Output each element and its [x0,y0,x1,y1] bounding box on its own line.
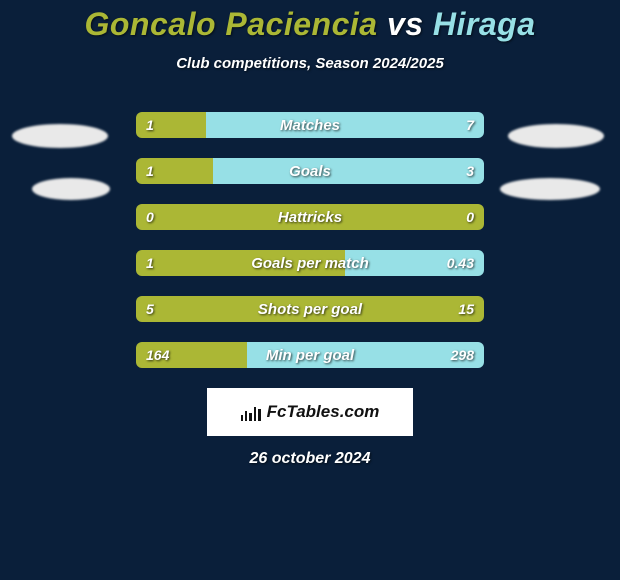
bar-track [136,158,484,184]
vs-text: vs [378,6,433,42]
logo-text: FcTables.com [267,402,380,422]
value-left: 5 [146,296,154,322]
value-left: 164 [146,342,169,368]
bar-track [136,296,484,322]
value-right: 7 [466,112,474,138]
bar-track [136,250,484,276]
bar-left [136,204,484,230]
bar-right [247,342,484,368]
bar-track [136,112,484,138]
bar-left [136,250,345,276]
value-right: 0.43 [447,250,474,276]
decorative-blob [12,124,108,148]
comparison-chart: Matches17Goals13Hattricks00Goals per mat… [0,112,620,368]
value-right: 3 [466,158,474,184]
bar-left [136,296,484,322]
bar-track [136,342,484,368]
stat-row: Matches17 [136,112,484,138]
value-right: 0 [466,204,474,230]
value-left: 0 [146,204,154,230]
page-title: Goncalo Paciencia vs Hiraga [0,0,620,43]
bar-right [206,112,484,138]
decorative-blob [32,178,110,200]
logo-box: FcTables.com [207,388,413,436]
value-right: 298 [451,342,474,368]
player1-name: Goncalo Paciencia [84,6,377,42]
bar-right [213,158,484,184]
stat-row: Goals per match10.43 [136,250,484,276]
subtitle: Club competitions, Season 2024/2025 [0,55,620,72]
stat-row: Shots per goal515 [136,296,484,322]
date: 26 october 2024 [0,450,620,468]
value-left: 1 [146,250,154,276]
bars-icon [241,403,261,421]
value-left: 1 [146,158,154,184]
bar-track [136,204,484,230]
value-left: 1 [146,112,154,138]
player2-name: Hiraga [433,6,536,42]
decorative-blob [500,178,600,200]
stat-row: Goals13 [136,158,484,184]
decorative-blob [508,124,604,148]
value-right: 15 [458,296,474,322]
stat-row: Hattricks00 [136,204,484,230]
stat-row: Min per goal164298 [136,342,484,368]
